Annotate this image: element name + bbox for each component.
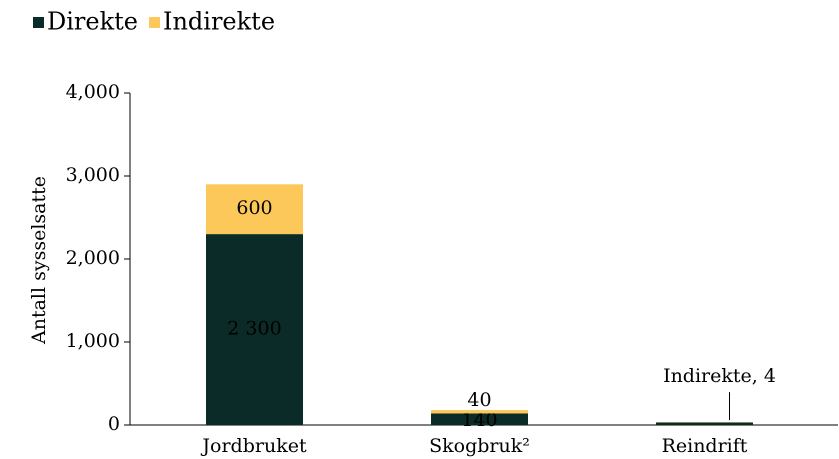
value-label: 2 300 [227,318,281,340]
value-label: 140 [461,409,497,431]
bar-segment [431,410,528,414]
x-tick-label: Reindrift [662,435,748,457]
y-tick-label: 2,000 [66,247,120,269]
y-tick-label: 4,000 [66,81,120,103]
bar-segment [206,184,303,235]
bar-segment [206,234,303,425]
value-label: 40 [467,389,491,411]
legend: Direkte Indirekte [33,8,275,36]
bar-segment [656,422,753,425]
legend-swatch [148,17,160,28]
y-tick-label: 1,000 [66,330,120,352]
x-tick-label: Jordbruket [200,435,307,457]
value-label: 600 [236,197,272,219]
value-label: Indirekte, 4 [663,365,776,387]
y-tick-label: 3,000 [66,164,120,186]
bar-segment [431,413,528,425]
y-tick-label: 0 [108,413,120,435]
y-axis-label: Antall sysselsatte [28,176,50,345]
legend-label: Indirekte [163,8,275,36]
legend-label: Direkte [47,8,138,36]
legend-swatch [33,17,44,28]
x-tick-label: Skogbruk² [429,435,530,457]
